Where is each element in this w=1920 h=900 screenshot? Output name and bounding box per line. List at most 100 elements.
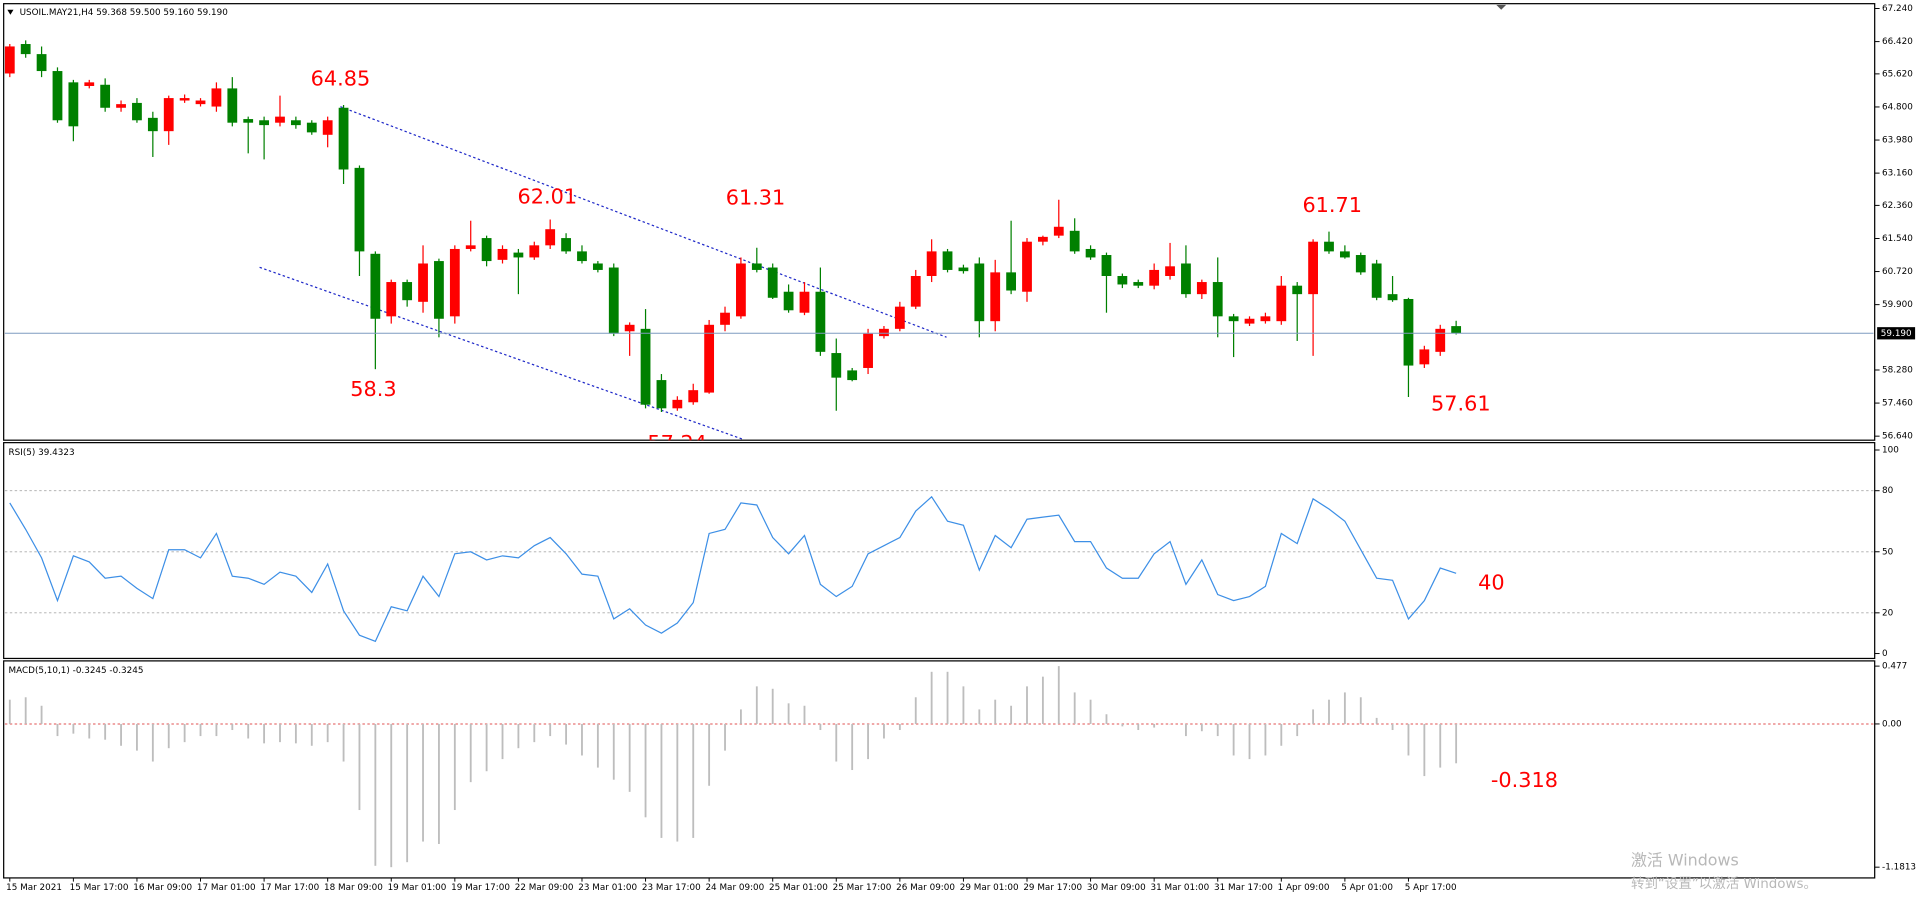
macd-bar [612, 723, 615, 780]
macd-bar [1026, 686, 1028, 724]
candle-body [1006, 272, 1017, 291]
rsi-pane [3, 442, 1876, 660]
candle-body [322, 120, 333, 135]
candle-body [211, 88, 222, 107]
candle-body [354, 167, 365, 252]
candle-body [688, 390, 699, 403]
macd-bar [708, 723, 711, 786]
x-tick-label: 5 Apr 01:00 [1341, 883, 1393, 893]
macd-bar [1089, 699, 1092, 724]
macd-bar [1296, 723, 1299, 737]
candle-body [84, 82, 95, 86]
y-tick-label: 65.620 [1882, 69, 1913, 79]
macd-bar [771, 688, 774, 724]
candle-body [720, 312, 730, 325]
y-tick-label: 50 [1882, 547, 1894, 557]
x-tick-label: 18 Mar 09:00 [324, 883, 383, 893]
candle-body [290, 120, 301, 126]
candle-body [227, 88, 238, 123]
macd-bar [342, 723, 345, 762]
x-tick-label: 31 Mar 17:00 [1214, 883, 1273, 893]
candle-body [1244, 318, 1255, 324]
trend-line [340, 106, 947, 338]
macd-bar [1312, 709, 1315, 724]
annotation: 61.31 [726, 186, 786, 210]
candle-body [1196, 282, 1207, 295]
macd-bar [422, 723, 424, 842]
macd-bar [40, 705, 43, 724]
candle-body [608, 267, 619, 334]
candle-body [863, 333, 873, 368]
macd-bar [1200, 723, 1203, 732]
x-tick-label: 5 Apr 17:00 [1405, 883, 1457, 893]
macd-bar [1439, 723, 1442, 768]
y-tick-label: 66.420 [1882, 37, 1913, 47]
macd-bar [263, 723, 266, 744]
y-tick-label: 0.00 [1882, 719, 1902, 729]
macd-bar [374, 723, 377, 866]
macd-bar [1280, 723, 1283, 746]
candle-body [1149, 269, 1160, 286]
candle-body [163, 98, 174, 132]
macd-bar [692, 723, 695, 838]
y-tick-label: 64.800 [1882, 102, 1913, 112]
macd-bar [501, 723, 504, 760]
macd-bar [1121, 723, 1124, 727]
candle-body [100, 84, 111, 108]
macd-bar [247, 723, 250, 739]
macd-bar [676, 723, 679, 842]
macd-bar [453, 723, 456, 811]
current-price-box [1877, 327, 1916, 340]
candle-body [767, 267, 778, 298]
macd-bar [56, 723, 59, 737]
macd-bar [310, 723, 313, 746]
candle-body [910, 275, 921, 307]
macd-bar [517, 723, 520, 749]
macd-bar [469, 723, 472, 783]
candle-body [4, 46, 15, 74]
y-tick-label: 100 [1882, 445, 1899, 455]
macd-bar [1137, 723, 1140, 731]
macd-bar [851, 723, 854, 771]
macd-bar [787, 703, 790, 724]
macd-bar [755, 686, 758, 724]
macd-bar [867, 723, 869, 760]
macd-bar [1105, 714, 1108, 724]
y-tick-label: 61.540 [1882, 234, 1913, 244]
annotation: 57.24 [647, 431, 707, 455]
candle-body [1165, 266, 1175, 276]
macd-title: MACD(5,10,1) -0.3245 -0.3245 [9, 666, 144, 676]
candle-body [1038, 236, 1048, 242]
candle-body [1101, 255, 1112, 276]
y-tick-label: 63.160 [1882, 169, 1913, 179]
macd-bar [819, 723, 822, 731]
macd-bar [1343, 692, 1346, 724]
menu-triangle [7, 9, 14, 15]
macd-bar [1057, 666, 1060, 724]
annotation: 58.3 [350, 377, 396, 401]
candle-body [1069, 230, 1080, 252]
y-tick-label: 63.980 [1882, 136, 1913, 146]
watermark: 转到“设置”以激活 Windows。 [1631, 876, 1817, 892]
macd-bar [8, 699, 11, 724]
macd-bar [1153, 723, 1156, 728]
annotation: 64.85 [311, 67, 371, 91]
macd-bar [930, 671, 933, 724]
candle-body [656, 380, 667, 409]
watermark: 激活 Windows [1631, 850, 1739, 869]
candle-body [894, 306, 905, 329]
macd-bar [724, 723, 726, 751]
y-tick-label: 20 [1882, 608, 1894, 618]
x-tick-label: 25 Mar 01:00 [769, 883, 828, 893]
macd-bar [883, 723, 885, 739]
candle-body [275, 116, 285, 123]
candle-body [561, 238, 571, 252]
candle-body [513, 252, 524, 258]
candle-body [243, 119, 254, 123]
macd-bar [835, 723, 838, 762]
candle-body [958, 267, 969, 272]
macd-bar [1216, 723, 1219, 737]
candle-body [592, 263, 603, 270]
candle-body [640, 328, 651, 405]
macd-bar [628, 723, 631, 792]
